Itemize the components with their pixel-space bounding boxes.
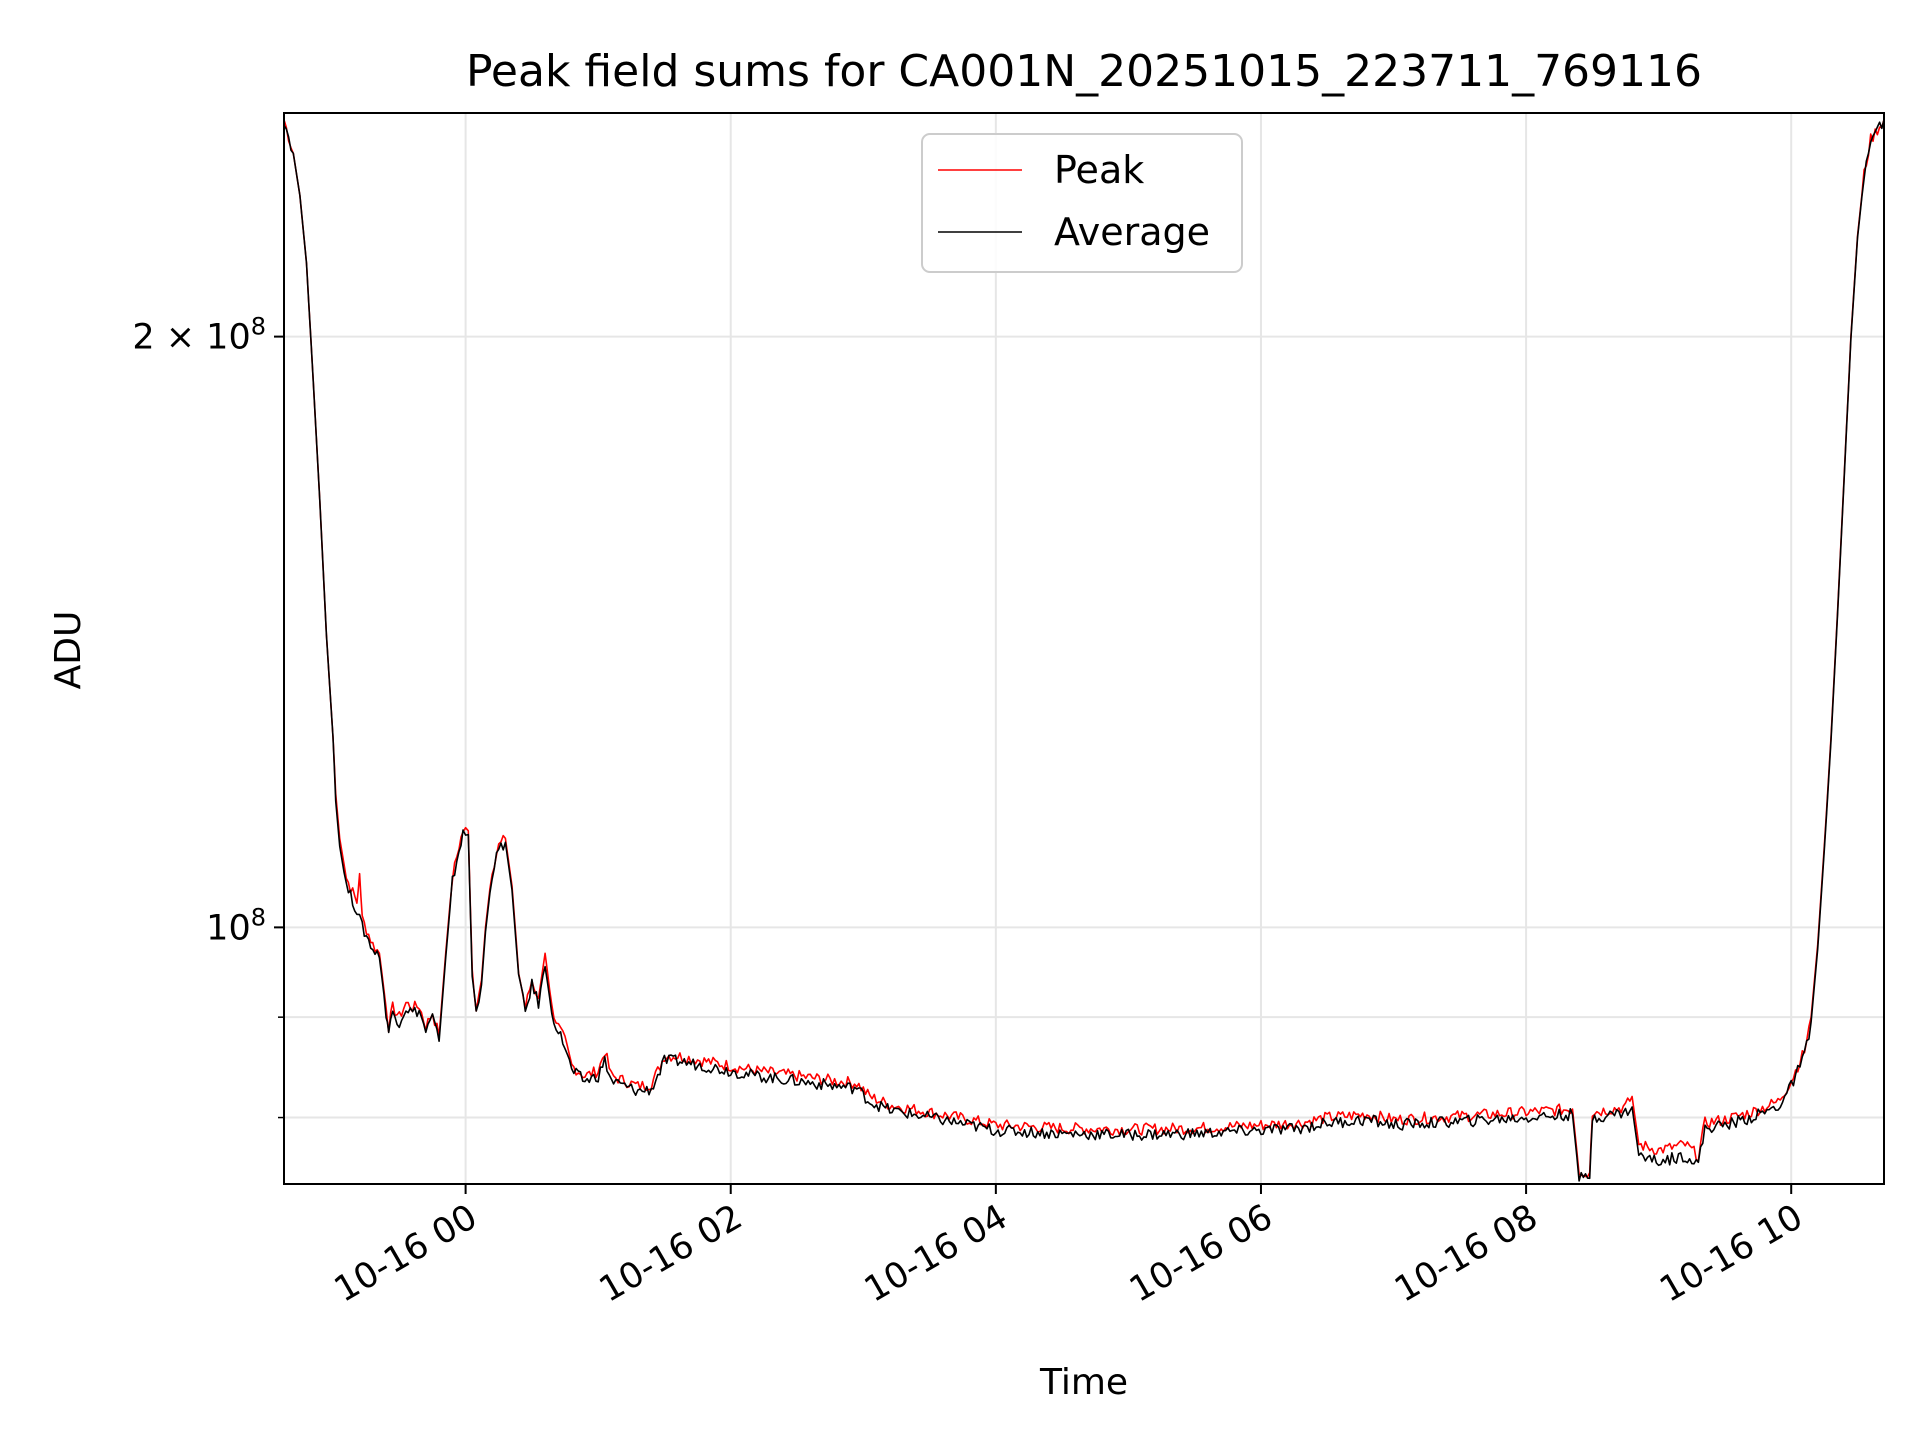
legend: Peak Average <box>921 133 1243 273</box>
y-tick-label: 108 <box>206 903 266 948</box>
y-tick-exponent: 8 <box>251 903 266 931</box>
y-axis-label: ADU <box>48 611 89 690</box>
chart-title: Peak field sums for CA001N_20251015_2237… <box>466 46 1702 97</box>
grid-layer <box>284 113 1884 1184</box>
y-tick-base: 10 <box>206 908 251 948</box>
series-line-average <box>283 119 1885 1182</box>
y-tick-label: 2 × 108 <box>132 313 266 358</box>
plot-frame <box>283 112 1885 1185</box>
series-layer <box>283 119 1885 1182</box>
x-axis-label: Time <box>1039 1362 1128 1403</box>
y-tick-exponent: 8 <box>251 313 266 341</box>
series-line-peak <box>283 119 1885 1178</box>
legend-label-peak: Peak <box>1054 148 1144 192</box>
legend-label-average: Average <box>1054 210 1210 254</box>
y-tick-base: 2 × 10 <box>132 318 250 358</box>
legend-box <box>921 133 1243 273</box>
